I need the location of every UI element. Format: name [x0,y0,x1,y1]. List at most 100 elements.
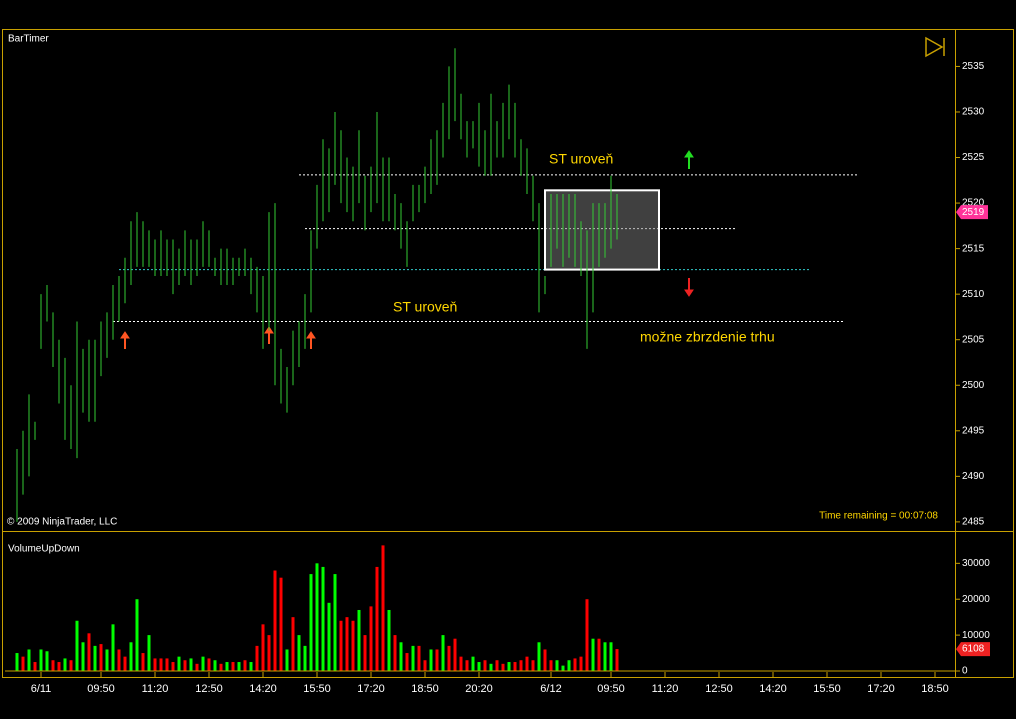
volume-bar [231,662,235,671]
volume-bar [525,656,529,671]
volume-bar [489,663,493,671]
volume-bar [303,645,307,671]
y-tick-label: 2490 [962,471,985,482]
play-icon[interactable] [925,36,945,58]
volume-bar [27,649,31,671]
volume-bar [375,566,379,671]
volume-bar [387,609,391,671]
volume-bar [153,658,157,671]
x-tick-label: 20:20 [465,683,493,695]
volume-bar [171,662,175,671]
y-tick-label: 2495 [962,425,985,436]
price-marker-label: 2519 [962,207,985,218]
y-tick-label: 2525 [962,152,985,163]
x-tick-label: 12:50 [705,683,733,695]
frame [2,29,1014,678]
annotation: ST uroveň [393,299,457,315]
volume-bar [561,665,565,671]
arrow-up [120,331,130,349]
volume-bar [39,649,43,671]
y-tick-label: 0 [962,666,968,677]
volume-bar [195,663,199,671]
volume-bar [327,602,331,671]
x-tick-label: 11:20 [652,683,679,695]
volume-bar [585,599,589,671]
y-tick-label: 2510 [962,289,985,300]
volume-bar [345,617,349,671]
volume-bar [297,635,301,671]
volume-bar [483,660,487,671]
volume-bar [273,570,277,671]
y-tick-label: 2500 [962,380,985,391]
volume-bar [495,660,499,671]
volume-bar [279,577,283,671]
x-tick-label: 14:20 [249,683,277,695]
volume-bar [213,660,217,671]
volume-bar [135,599,139,671]
annotation: možne zbrzdenie trhu [640,329,775,345]
volume-bar [57,662,61,671]
volume-bar [189,658,193,671]
y-tick-label: 2520 [962,198,985,209]
y-tick-label: 2535 [962,61,985,72]
volume-bar [597,638,601,671]
volume-bar [519,660,523,671]
volume-bar [219,663,223,671]
volume-bar [63,658,67,671]
x-tick-label: 17:20 [867,683,895,695]
x-tick-label: 17:20 [357,683,385,695]
volume-bar [459,656,463,671]
y-tick-label: 2485 [962,517,985,528]
volume-bar [309,574,313,671]
time-remaining: Time remaining = 00:07:08 [819,511,938,522]
volume-bar [513,662,517,671]
volume-bar [555,660,559,671]
volume-bar [417,645,421,671]
x-tick-label: 14:20 [759,683,787,695]
volume-bar [261,624,265,671]
x-tick-label: 18:50 [411,683,439,695]
annotation: ST uroveň [549,151,613,167]
volume-bar [51,660,55,671]
x-tick-label: 12:50 [195,683,223,695]
volume-bar [429,649,433,671]
volume-bar [537,642,541,671]
y-tick-label: 10000 [962,630,990,641]
volume-bar [69,660,73,671]
volume-bar [165,658,169,671]
volume-bar [129,642,133,671]
volume-bar [117,649,121,671]
volume-bar [477,662,481,671]
volume-bar [99,644,103,671]
volume-bar [501,663,505,671]
panel-label: VolumeUpDown [8,544,80,555]
volume-bar [123,656,127,671]
volume-bar [285,649,289,671]
volume-bar [435,649,439,671]
volume-bar [531,660,535,671]
volume-bar [159,658,163,671]
volume-bar [111,624,115,671]
volume-bar [177,656,181,671]
x-tick-label: 6/11 [31,683,52,695]
volume-bar [183,660,187,671]
volume-marker [956,642,990,657]
volume-bar [339,620,343,671]
volume-bar [147,635,151,671]
volume-bar [207,658,211,671]
volume-bar [567,660,571,671]
volume-bar [93,645,97,671]
y-tick-label: 20000 [962,594,990,605]
range-box [544,189,660,271]
x-tick-label: 6/12 [540,683,561,695]
volume-bar [267,635,271,671]
volume-bar [441,635,445,671]
volume-bar [291,617,295,671]
volume-bar [249,662,253,671]
volume-bar [381,545,385,671]
x-tick-label: 15:50 [813,683,841,695]
arrow-up [306,331,316,349]
volume-bar [315,563,319,671]
price-marker [956,205,988,220]
arrow-down [684,278,694,297]
